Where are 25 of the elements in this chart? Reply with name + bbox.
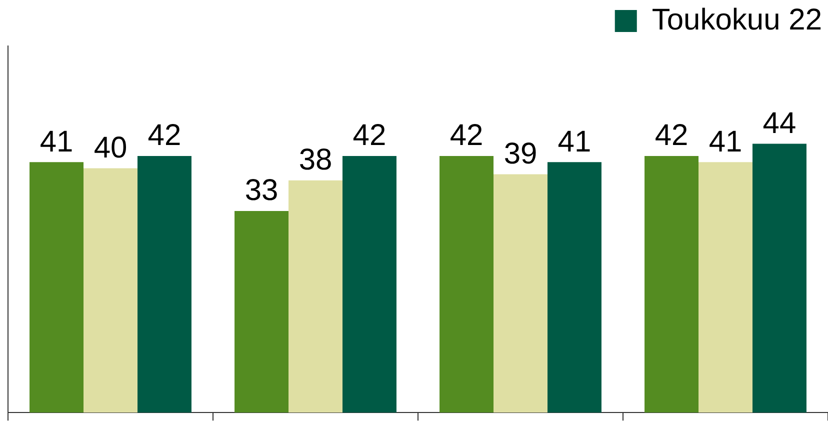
data-label: 42 — [654, 119, 688, 152]
bar — [342, 156, 396, 413]
data-label: 33 — [244, 174, 278, 208]
bar — [84, 168, 138, 413]
bar — [30, 162, 84, 413]
data-label: 38 — [298, 144, 332, 177]
bar — [440, 156, 494, 413]
legend-label: Toukokuu 22 — [652, 3, 822, 36]
data-label: 41 — [40, 125, 74, 158]
bar — [494, 174, 548, 413]
data-label: 41 — [708, 125, 742, 158]
bar — [288, 180, 342, 413]
data-label: 44 — [762, 107, 796, 140]
bar — [644, 156, 699, 413]
data-label: 39 — [504, 138, 538, 171]
data-label: 42 — [450, 119, 484, 152]
bar — [547, 162, 602, 413]
data-label: 41 — [558, 125, 592, 158]
data-label: 40 — [94, 131, 128, 164]
bar — [234, 210, 289, 413]
data-label: 42 — [148, 119, 182, 152]
bar — [698, 162, 752, 413]
data-label: 42 — [352, 119, 386, 152]
bar — [752, 144, 806, 413]
bar — [137, 156, 192, 413]
